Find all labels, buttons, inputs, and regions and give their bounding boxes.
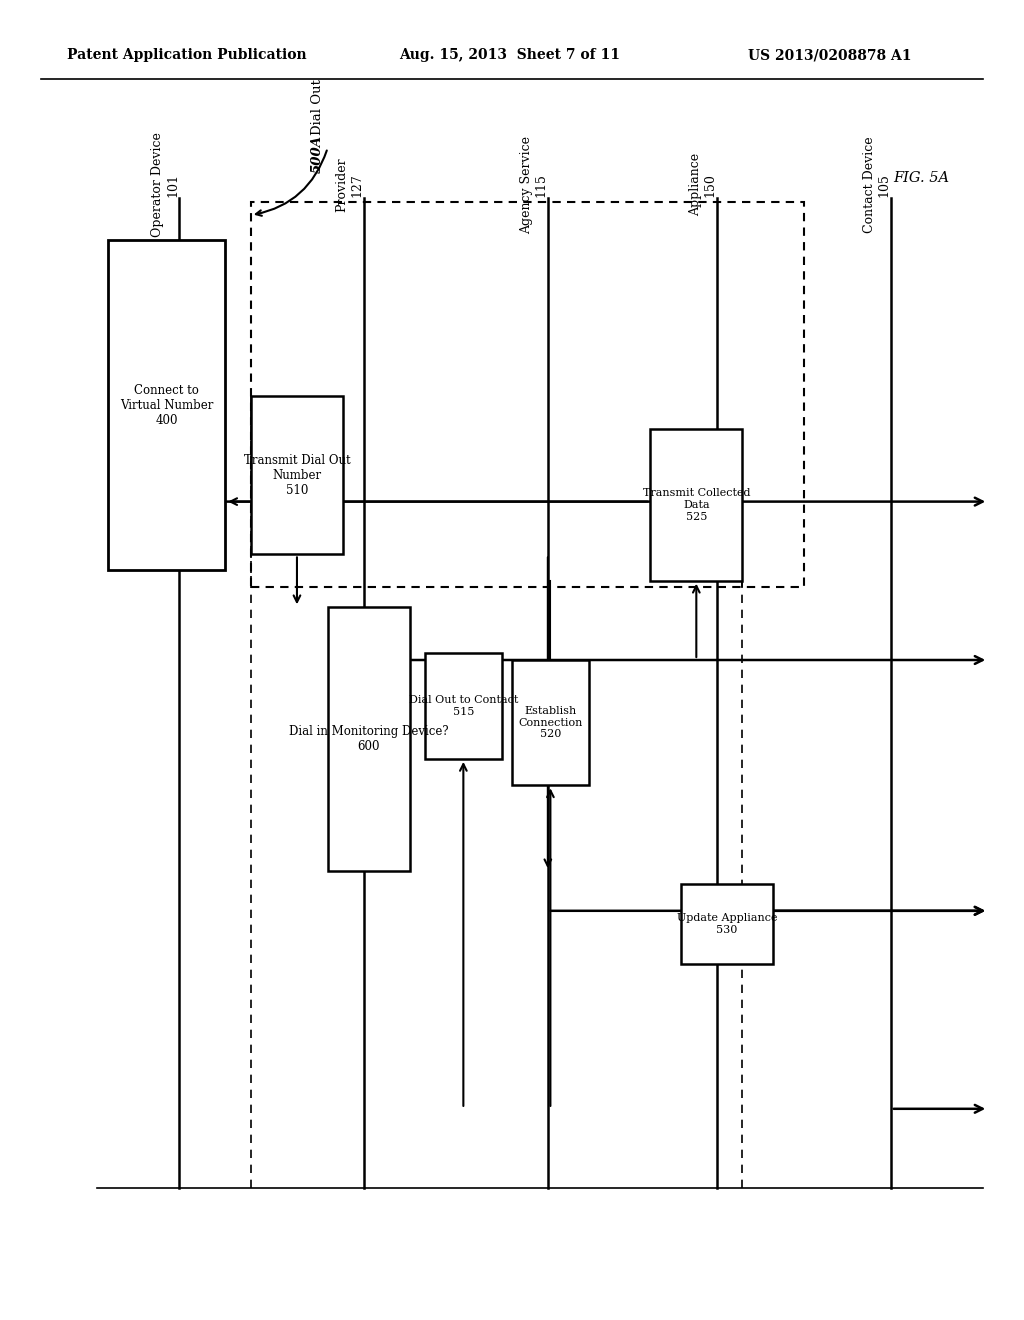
Text: Transmit Dial Out
Number
510: Transmit Dial Out Number 510: [244, 454, 350, 496]
Text: Establish
Connection
520: Establish Connection 520: [518, 706, 583, 739]
Text: 500A: 500A: [311, 135, 324, 173]
Bar: [251, 396, 343, 554]
Bar: [425, 653, 502, 759]
Text: Operator Device
101: Operator Device 101: [152, 132, 179, 238]
Text: Aug. 15, 2013  Sheet 7 of 11: Aug. 15, 2013 Sheet 7 of 11: [399, 49, 621, 62]
Text: Dial in Monitoring Device?
600: Dial in Monitoring Device? 600: [289, 725, 449, 754]
Bar: [650, 429, 742, 581]
Text: Patent Application Publication: Patent Application Publication: [67, 49, 306, 62]
Bar: [512, 660, 589, 785]
Text: Appliance
150: Appliance 150: [689, 153, 717, 216]
Bar: [328, 607, 410, 871]
Bar: [108, 240, 225, 570]
Text: Contact Device
105: Contact Device 105: [863, 136, 891, 234]
Text: Update Appliance
530: Update Appliance 530: [677, 913, 777, 935]
Text: Provider
127: Provider 127: [336, 157, 364, 213]
Text: Agency Service
115: Agency Service 115: [520, 136, 548, 234]
Bar: [681, 884, 773, 964]
Text: Dial Out: Dial Out: [311, 79, 324, 135]
Text: Connect to
Virtual Number
400: Connect to Virtual Number 400: [120, 384, 213, 426]
Text: US 2013/0208878 A1: US 2013/0208878 A1: [748, 49, 911, 62]
Text: Transmit Collected
Data
525: Transmit Collected Data 525: [643, 488, 750, 521]
Text: Dial Out to Contact
515: Dial Out to Contact 515: [409, 696, 518, 717]
Bar: [251, 202, 804, 587]
Text: FIG. 5A: FIG. 5A: [894, 172, 949, 185]
